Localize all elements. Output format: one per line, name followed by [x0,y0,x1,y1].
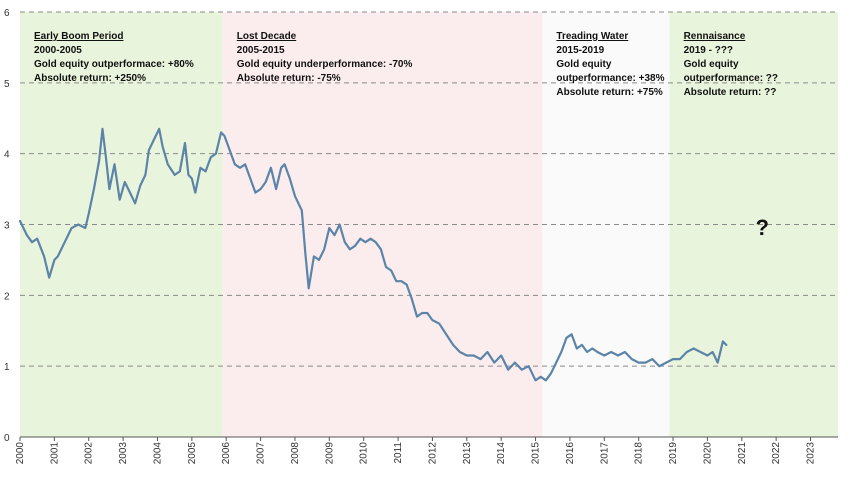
period-title-4: Rennaisance [684,31,746,42]
x-axis-ticks: 2000 2001 2002 2003 2004 2005 2006 2007 2008 2009… [15,437,817,464]
x-tick-label: 2012 [427,442,438,465]
x-tick-label: 2023 [806,442,817,465]
y-tick-label: 4 [4,150,10,161]
x-tick-label: 2010 [359,442,370,465]
period-labels: Early Boom Period 2000-2005 Gold equity ou… [34,31,778,98]
x-tick-label: 2014 [496,442,507,465]
y-tick-label: 2 [4,291,10,302]
series-lines [18,127,728,382]
x-tick-label: 2003 [118,442,129,465]
annotations: ? [756,215,769,240]
x-tick-label: 2018 [634,442,645,465]
period-text-line: 2000-2005 [34,45,82,56]
x-tick-label: 2006 [221,442,232,465]
y-tick-label: 5 [4,79,10,90]
x-tick-label: 2005 [187,442,198,465]
period-text-line: Gold equity outperformace: +80% [34,59,194,70]
x-tick-label: 2021 [737,442,748,465]
x-tick-label: 2000 [15,442,26,465]
x-tick-label: 2013 [462,442,473,465]
period-text-line: 2015-2019 [556,45,604,56]
x-tick-label: 2019 [668,442,679,465]
period-text-line: 2005-2015 [237,45,285,56]
period-text-line: Gold equity [684,59,739,70]
y-tick-label: 3 [4,221,10,232]
x-tick-label: 2002 [84,442,95,465]
period-text-line: 2019 - ??? [684,45,733,56]
question-mark-annotation: ? [756,215,769,240]
period-text-line: Absolute return: +250% [34,73,146,84]
period-text-line: Gold equity underperformance: -70% [237,59,413,70]
period-title-2: Lost Decade [237,31,297,42]
x-tick-label: 2004 [152,442,163,465]
gridlines [20,11,838,367]
x-tick-label: 2001 [49,442,60,465]
x-tick-label: 2008 [290,442,301,465]
x-tick-label: 2020 [702,442,713,465]
x-tick-label: 2011 [393,442,404,464]
period-text-line: Gold equity [556,59,611,70]
period-title-1: Early Boom Period [34,31,123,42]
x-tick-label: 2022 [771,442,782,465]
y-tick-label: 6 [4,8,10,19]
x-tick-label: 2007 [256,442,267,465]
series-line-1 [18,127,728,382]
period-text-line: Absolute return: -75% [237,73,341,84]
period-text-line: Absolute return: +75% [556,87,663,98]
x-tick-label: 2009 [324,442,335,465]
period-title-3: Treading Water [556,31,628,42]
y-tick-label: 0 [4,433,10,444]
x-tick-label: 2017 [599,442,610,465]
y-axis-ticks: 0 1 2 3 4 5 6 [4,8,10,444]
x-tick-label: 2015 [531,442,542,465]
x-tick-label: 2016 [565,442,576,465]
period-text-line: Absolute return: ?? [684,87,777,98]
period-text-line: outperformance: +38% [556,73,664,84]
period-text-line: outperformance: ?? [684,73,778,84]
y-tick-label: 1 [4,362,10,373]
